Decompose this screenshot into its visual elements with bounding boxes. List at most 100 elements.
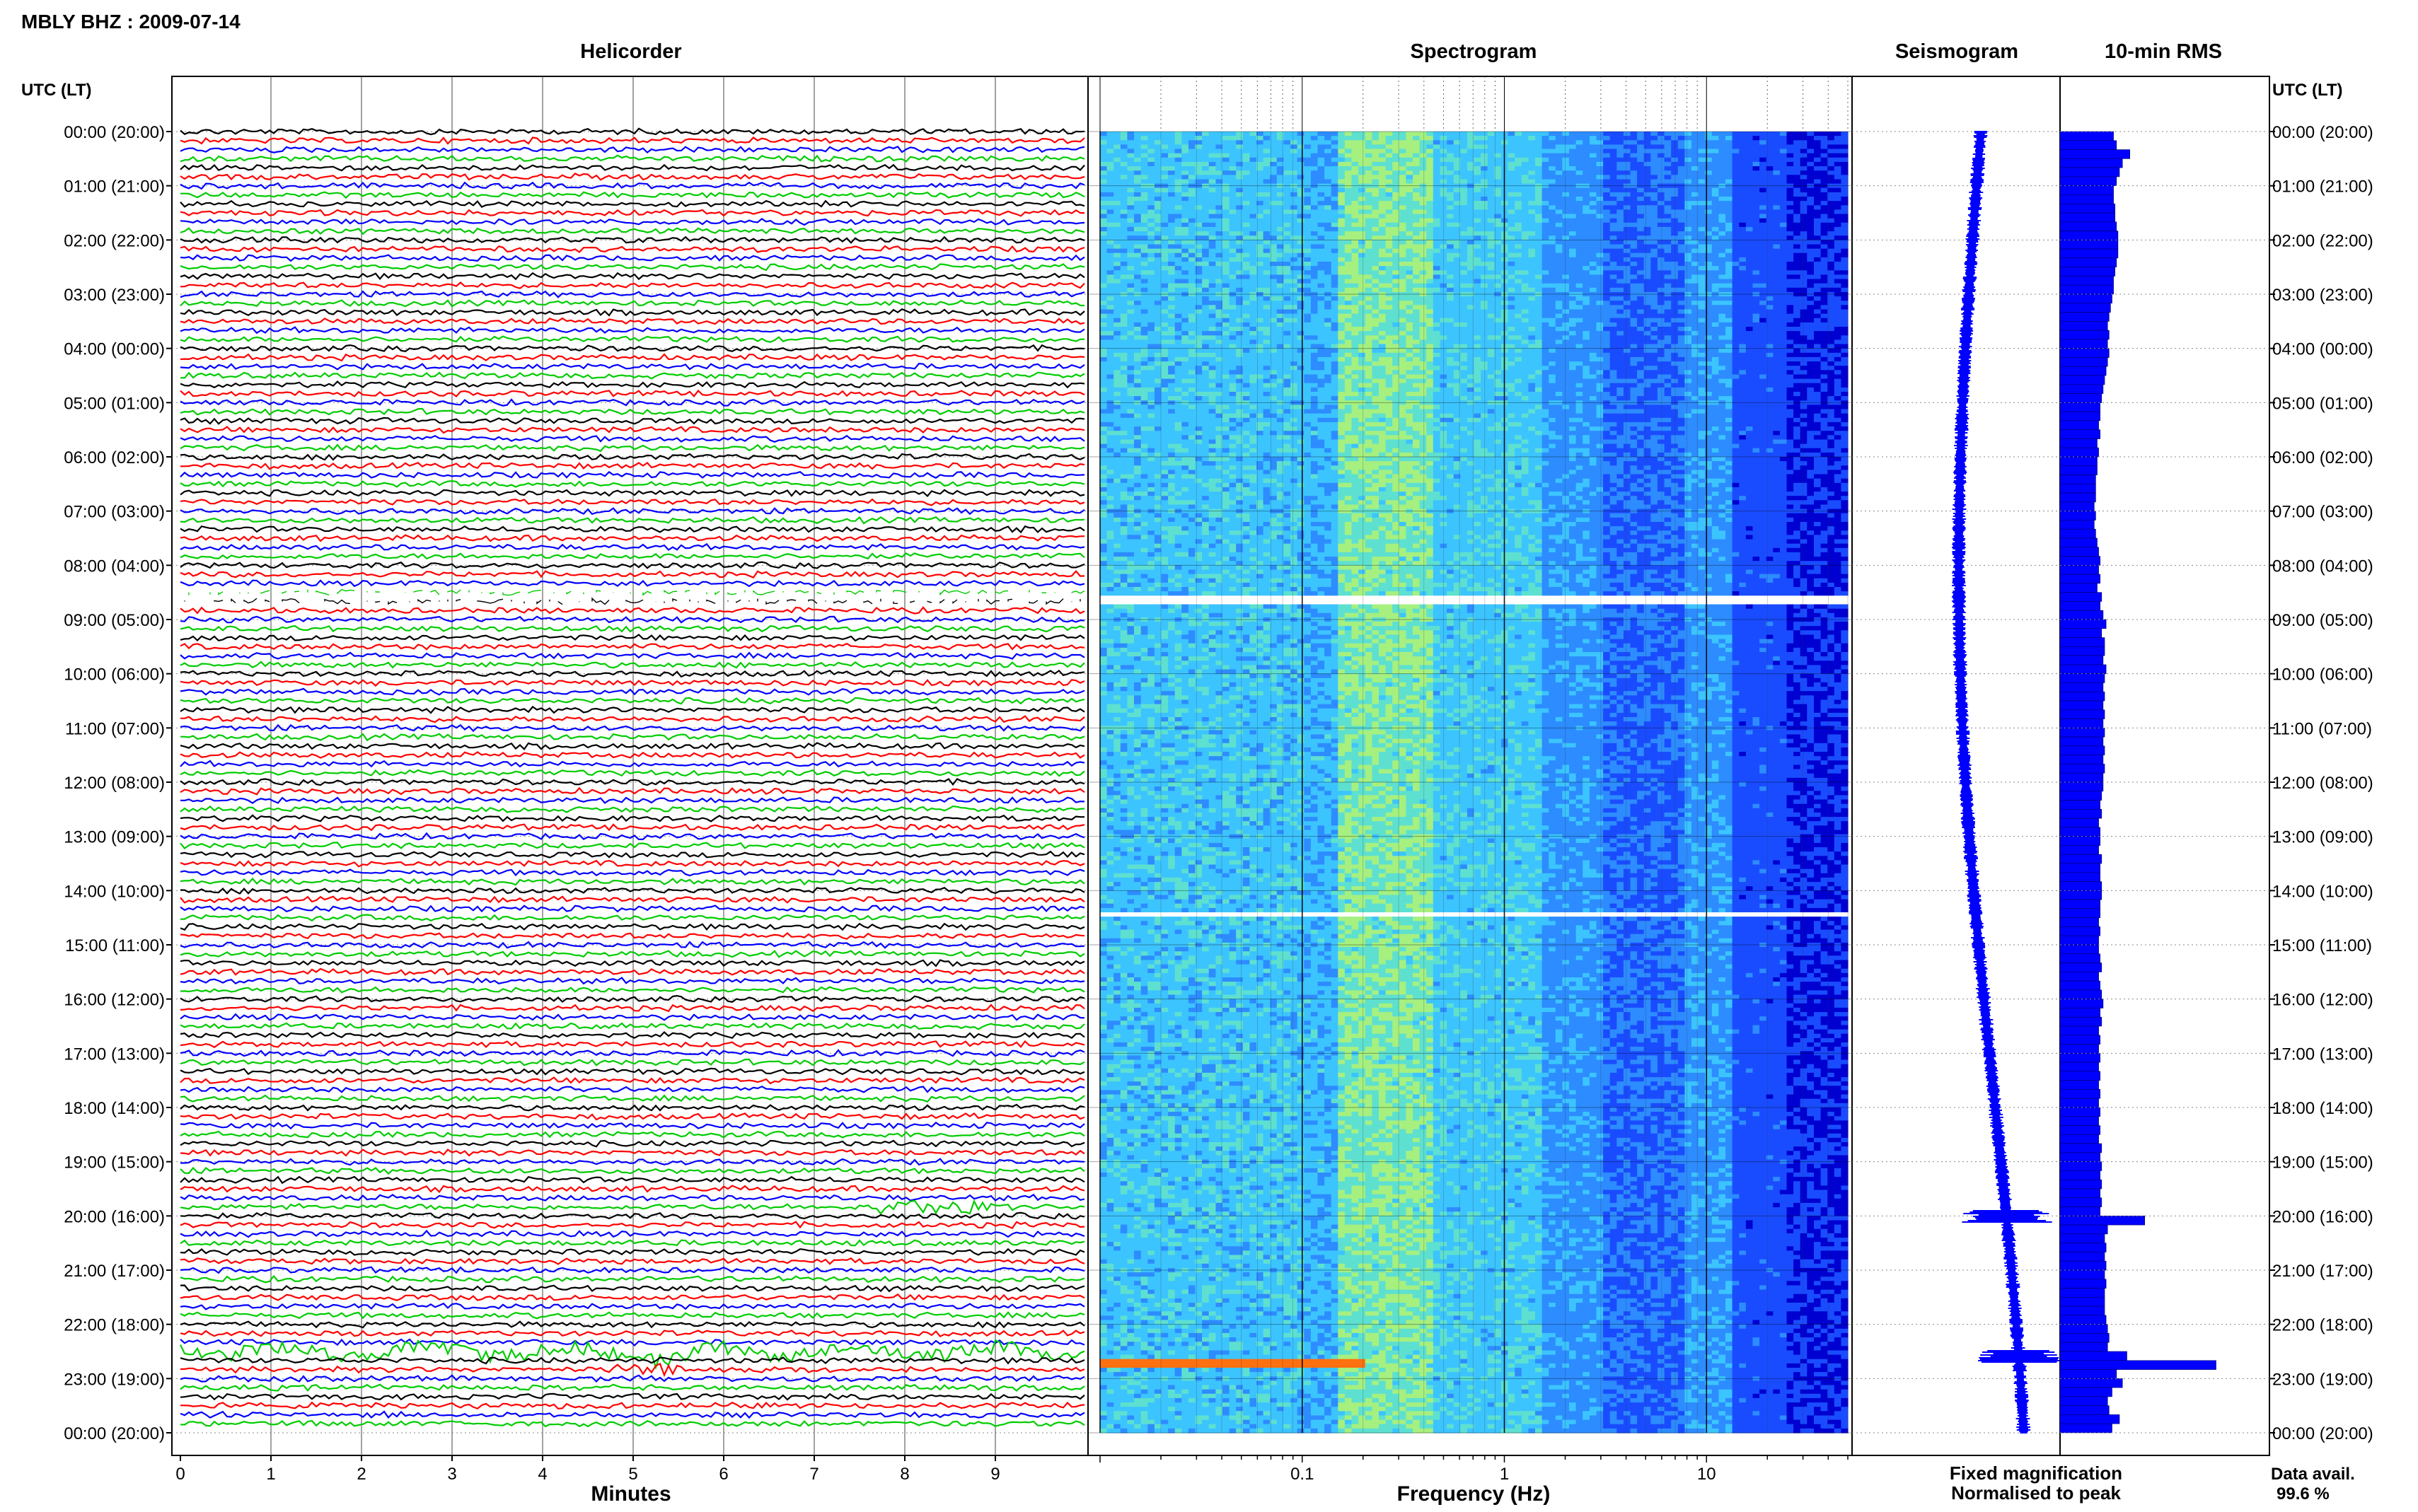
rms-bar: [2060, 502, 2094, 511]
rms-bar: [2060, 755, 2103, 764]
rms-bar: [2060, 493, 2095, 502]
time-label-left: 14:00 (10:00): [64, 882, 165, 901]
rms-bar: [2060, 1261, 2106, 1270]
time-label-left: 00:00 (20:00): [64, 123, 165, 142]
time-label-left: 21:00 (17:00): [64, 1262, 165, 1281]
legend-fixed-magnification: Fixed magnification: [1950, 1462, 2122, 1484]
rms-bar: [2060, 177, 2117, 186]
rms-bar: [2060, 538, 2098, 547]
seismogram-frame: [1852, 76, 2060, 1455]
rms-bar: [2060, 945, 2099, 954]
minutes-tick-label: 9: [990, 1465, 1000, 1484]
rms-bar: [2060, 385, 2103, 394]
rms-bar: [2060, 818, 2099, 827]
rms-bar: [2060, 646, 2105, 656]
rms-bar: [2060, 882, 2102, 891]
rms-bar: [2060, 1216, 2145, 1225]
rms-bar: [2060, 936, 2099, 945]
rms-bar: [2060, 557, 2100, 566]
rms-bar: [2060, 349, 2109, 358]
time-label-right: 01:00 (21:00): [2272, 178, 2373, 197]
rms-bar: [2060, 168, 2119, 177]
time-label-left: 10:00 (06:00): [64, 665, 165, 685]
time-label-left: 03:00 (23:00): [64, 286, 165, 305]
time-label-left: 02:00 (22:00): [64, 231, 165, 250]
rms-bar: [2060, 1289, 2105, 1298]
rms-bar: [2060, 511, 2095, 521]
time-label-right: 03:00 (23:00): [2272, 286, 2373, 305]
frequency-tick-label: 0.1: [1290, 1465, 1314, 1484]
rms-bar: [2060, 249, 2118, 258]
minutes-tick-label: 8: [900, 1465, 909, 1484]
rms-bar: [2060, 1117, 2099, 1126]
time-label-left: 18:00 (14:00): [64, 1099, 165, 1118]
rms-bar: [2060, 412, 2100, 421]
rms-bar: [2060, 583, 2098, 593]
rms-bar: [2060, 430, 2100, 439]
time-label-right: 16:00 (12:00): [2272, 991, 2373, 1010]
rms-bar: [2060, 1234, 2105, 1243]
rms-bar: [2060, 710, 2105, 719]
rms-bar: [2060, 1378, 2122, 1388]
spectrogram-panel: [1088, 76, 1852, 1455]
rms-bar: [2060, 1008, 2100, 1017]
rms-bar: [2060, 421, 2099, 430]
rms-bar: [2060, 963, 2102, 972]
minutes-tick-label: 1: [266, 1465, 275, 1484]
rms-bar: [2060, 1198, 2102, 1207]
time-label-right: 15:00 (11:00): [2272, 936, 2372, 955]
rms-bar: [2060, 484, 2095, 493]
rms-bar: [2060, 1189, 2100, 1198]
rms-bar: [2060, 1134, 2099, 1144]
seismogram-panel: [1852, 76, 2060, 1455]
time-label-right: 12:00 (08:00): [2272, 774, 2373, 793]
rms-bar: [2060, 620, 2106, 629]
rms-bar: [2060, 330, 2109, 339]
rms-bar: [2060, 1406, 2109, 1415]
frequency-tick-label: 1: [1500, 1465, 1509, 1484]
minutes-tick-label: 4: [538, 1465, 547, 1484]
rms-bar: [2060, 402, 2100, 412]
rms-bar: [2060, 1026, 2099, 1035]
rms-bar: [2060, 1081, 2099, 1090]
rms-bar: [2060, 990, 2102, 999]
time-label-right: 17:00 (13:00): [2272, 1045, 2373, 1064]
rms-bar: [2060, 294, 2112, 303]
rms-bar: [2060, 547, 2099, 557]
rms-panel: [2060, 76, 2269, 1455]
rms-bar: [2060, 1342, 2107, 1351]
rms-bar: [2060, 1388, 2112, 1397]
rms-bar: [2060, 258, 2117, 267]
rms-bar: [2060, 999, 2103, 1008]
rms-bar: [2060, 837, 2100, 846]
rms-bar: [2060, 719, 2103, 728]
rms-bar: [2060, 285, 2114, 294]
rms-bar: [2060, 1170, 2100, 1180]
rms-bar: [2060, 1361, 2216, 1370]
rms-bar: [2060, 267, 2115, 277]
rms-bar: [2060, 276, 2114, 285]
rms-bar: [2060, 339, 2107, 349]
rms-bar: [2060, 150, 2130, 159]
rms-bar: [2060, 926, 2100, 936]
rms-bar: [2060, 204, 2115, 213]
rms-bar: [2060, 900, 2100, 909]
time-label-right: 22:00 (18:00): [2272, 1316, 2373, 1335]
rms-bar: [2060, 574, 2100, 583]
rms-bar: [2060, 638, 2105, 647]
rms-bar: [2060, 854, 2102, 863]
minutes-tick-label: 5: [628, 1465, 637, 1484]
rms-bar: [2060, 466, 2098, 475]
time-label-left: 17:00 (13:00): [64, 1045, 165, 1064]
rms-bar: [2060, 1351, 2127, 1361]
time-label-right: 02:00 (22:00): [2272, 231, 2373, 250]
time-label-right: 21:00 (17:00): [2272, 1262, 2373, 1281]
time-label-right: 10:00 (06:00): [2272, 665, 2373, 685]
time-label-left: 04:00 (00:00): [64, 340, 165, 359]
rms-bar: [2060, 1225, 2107, 1234]
rms-bar: [2060, 222, 2117, 231]
rms-bar: [2060, 692, 2105, 701]
legend-normalised-to-peak: Normalised to peak: [1951, 1482, 2121, 1504]
rms-bar: [2060, 1243, 2106, 1252]
